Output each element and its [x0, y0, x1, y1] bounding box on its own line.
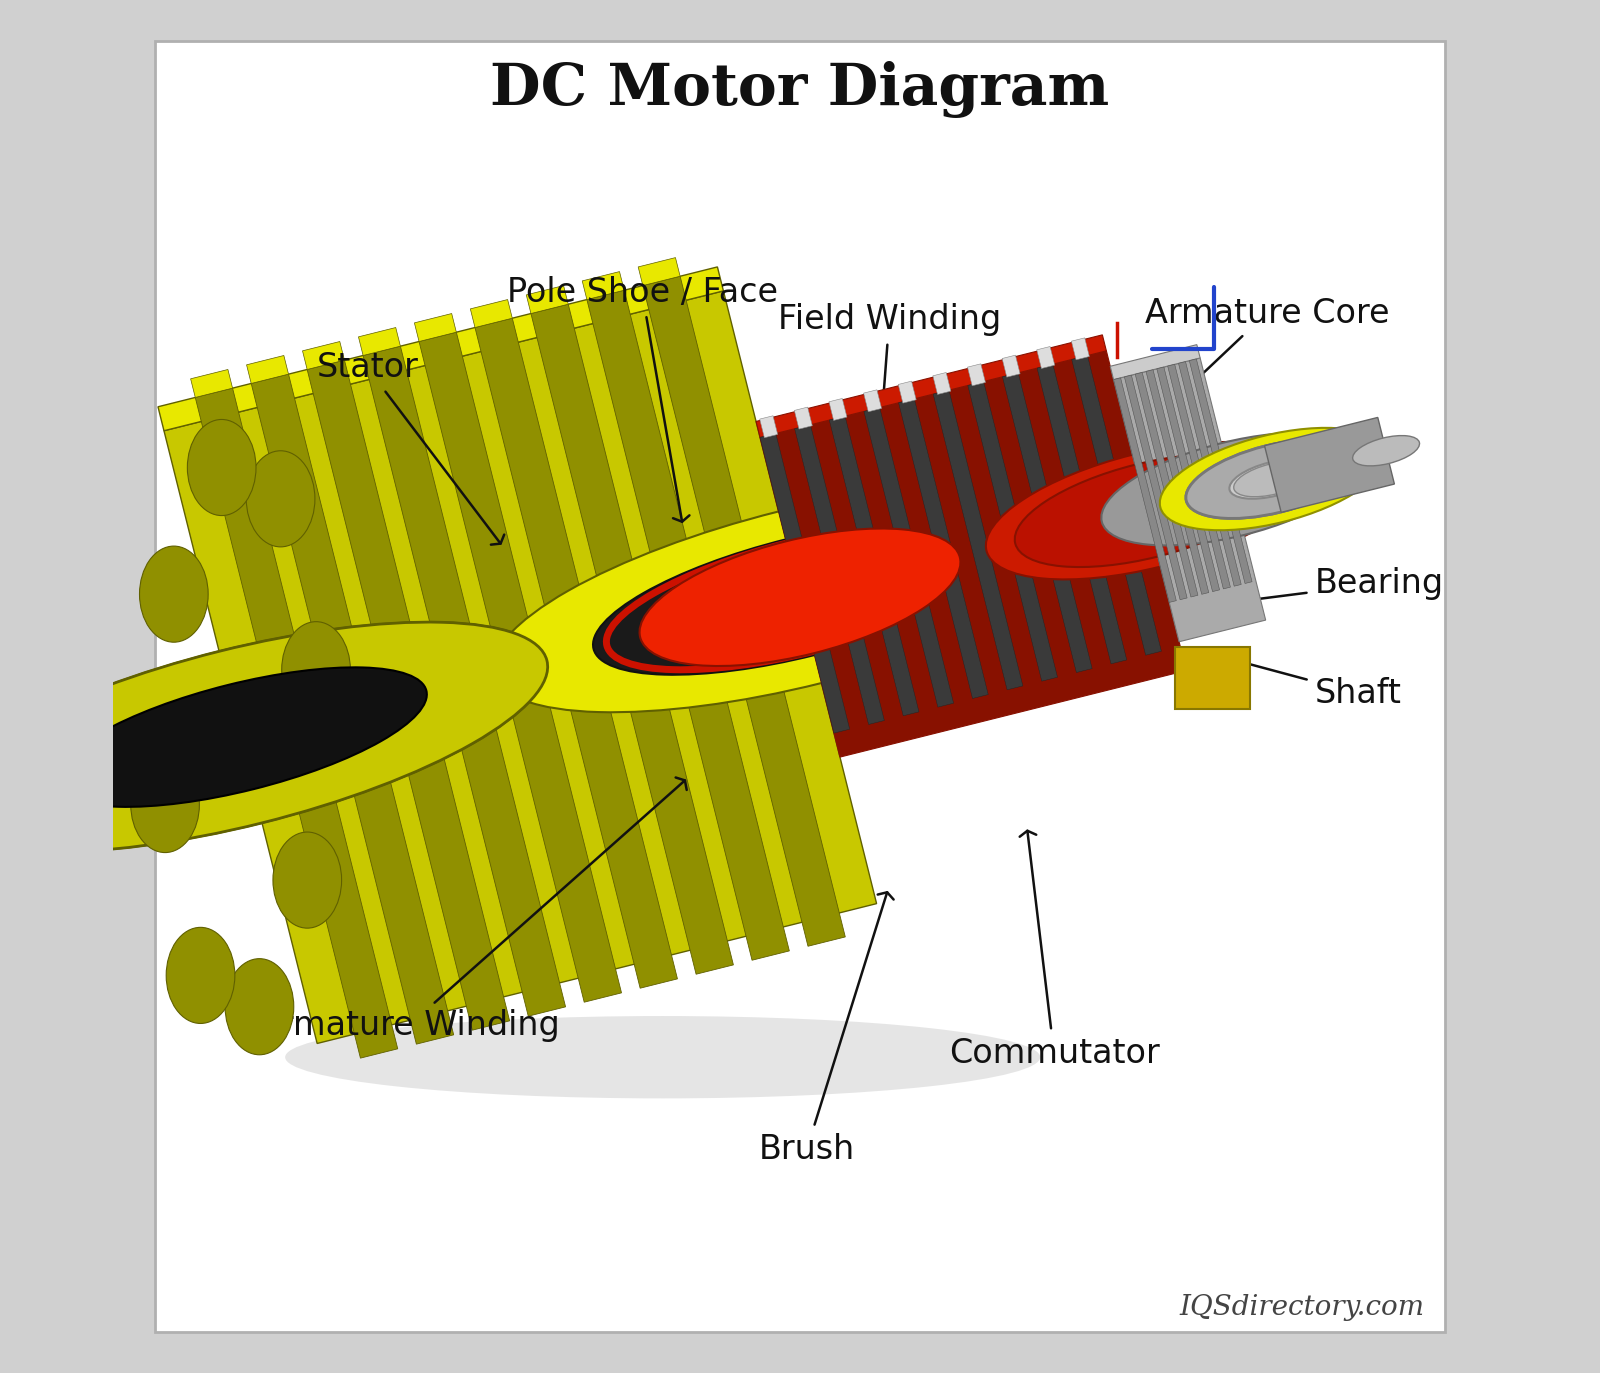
Polygon shape [1125, 375, 1187, 600]
Ellipse shape [166, 927, 235, 1023]
Ellipse shape [246, 450, 315, 546]
Polygon shape [968, 364, 986, 386]
Polygon shape [864, 408, 954, 707]
Ellipse shape [0, 622, 547, 853]
FancyBboxPatch shape [155, 41, 1445, 1332]
Polygon shape [163, 291, 877, 1043]
Polygon shape [933, 390, 1022, 689]
Ellipse shape [139, 546, 208, 643]
Polygon shape [1003, 373, 1093, 673]
Ellipse shape [1186, 439, 1360, 519]
Polygon shape [757, 335, 1106, 438]
Polygon shape [760, 416, 778, 438]
Ellipse shape [646, 540, 954, 655]
Ellipse shape [493, 482, 1107, 713]
Polygon shape [1114, 358, 1266, 641]
Polygon shape [358, 328, 400, 356]
Polygon shape [760, 351, 1186, 757]
Ellipse shape [1234, 461, 1312, 497]
Polygon shape [1114, 378, 1176, 603]
Ellipse shape [594, 520, 1006, 674]
Ellipse shape [54, 667, 427, 807]
Text: Shaft: Shaft [1211, 647, 1402, 710]
Polygon shape [1189, 358, 1253, 584]
Ellipse shape [187, 420, 256, 516]
Polygon shape [933, 372, 950, 394]
Polygon shape [829, 416, 918, 715]
Polygon shape [968, 382, 1058, 681]
Text: DC Motor Diagram: DC Motor Diagram [490, 60, 1110, 118]
Ellipse shape [285, 1016, 1040, 1098]
Polygon shape [1134, 372, 1198, 597]
Text: Pole Shoe / Face: Pole Shoe / Face [507, 276, 778, 522]
Polygon shape [794, 408, 813, 430]
Polygon shape [419, 332, 621, 1002]
Polygon shape [898, 382, 917, 404]
Polygon shape [526, 286, 568, 313]
Polygon shape [899, 398, 989, 699]
Polygon shape [302, 342, 344, 369]
Ellipse shape [226, 958, 294, 1054]
Polygon shape [1072, 356, 1162, 655]
Ellipse shape [0, 622, 547, 853]
Text: Commutator: Commutator [949, 831, 1160, 1070]
Text: Brush: Brush [758, 892, 894, 1166]
Polygon shape [1037, 364, 1126, 665]
Polygon shape [582, 272, 624, 299]
Polygon shape [307, 360, 510, 1030]
Polygon shape [1002, 356, 1021, 378]
Polygon shape [251, 375, 454, 1043]
Ellipse shape [1186, 439, 1360, 519]
Ellipse shape [274, 832, 342, 928]
Polygon shape [195, 389, 398, 1059]
Polygon shape [414, 313, 456, 342]
Ellipse shape [131, 757, 200, 853]
Polygon shape [1037, 346, 1054, 368]
Polygon shape [829, 398, 846, 420]
Ellipse shape [1014, 454, 1278, 567]
Text: Armature Winding: Armature Winding [258, 777, 686, 1042]
Ellipse shape [1101, 432, 1365, 545]
Polygon shape [475, 319, 677, 989]
Ellipse shape [986, 442, 1307, 579]
Text: Stator: Stator [317, 351, 504, 545]
Ellipse shape [282, 622, 350, 718]
Polygon shape [531, 305, 733, 975]
Polygon shape [1110, 345, 1200, 379]
Polygon shape [470, 299, 512, 328]
Polygon shape [795, 424, 885, 725]
Polygon shape [760, 434, 850, 733]
Polygon shape [246, 356, 288, 383]
Polygon shape [643, 276, 845, 946]
Polygon shape [1179, 361, 1242, 586]
Ellipse shape [1229, 460, 1317, 498]
Text: Bearing: Bearing [1171, 567, 1443, 618]
Polygon shape [587, 290, 789, 960]
Polygon shape [864, 390, 882, 412]
Text: IQSdirectory.com: IQSdirectory.com [1179, 1293, 1424, 1321]
Polygon shape [363, 346, 565, 1016]
Text: Field Winding: Field Winding [778, 303, 1002, 494]
Text: Armature Core: Armature Core [1070, 297, 1389, 498]
Polygon shape [158, 266, 723, 431]
Polygon shape [1168, 364, 1230, 589]
Ellipse shape [1352, 435, 1419, 465]
Ellipse shape [1160, 428, 1386, 530]
Polygon shape [190, 369, 232, 397]
Ellipse shape [640, 529, 960, 666]
Ellipse shape [686, 555, 914, 640]
Polygon shape [1264, 417, 1395, 512]
Polygon shape [638, 258, 680, 286]
FancyBboxPatch shape [1174, 648, 1251, 710]
Polygon shape [1157, 367, 1219, 592]
Polygon shape [1072, 338, 1090, 360]
Polygon shape [1146, 369, 1208, 595]
